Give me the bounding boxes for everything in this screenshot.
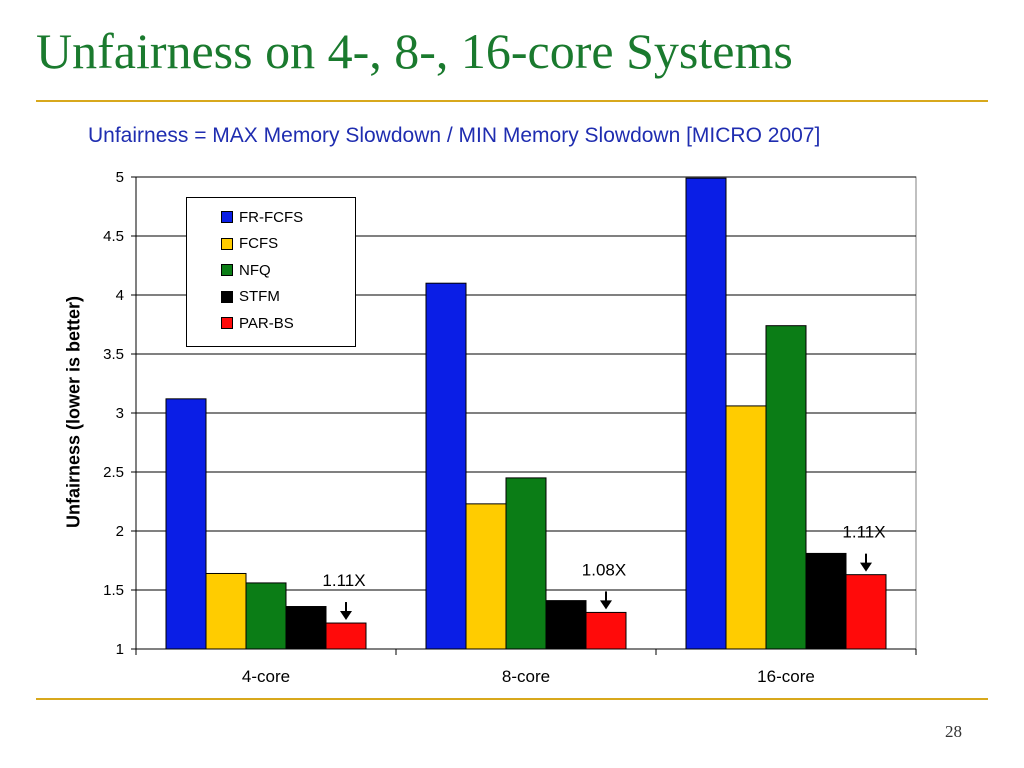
bar <box>325 622 367 650</box>
x-tick-label: 4-core <box>242 667 290 686</box>
x-tick-label: 16-core <box>757 667 815 686</box>
footer-divider <box>36 698 988 700</box>
legend-swatch <box>221 317 233 330</box>
bar <box>545 600 587 650</box>
y-tick-label: 1 <box>116 641 124 658</box>
bar <box>205 572 247 650</box>
annotation-arrowhead <box>600 600 612 610</box>
page-number: 28 <box>945 722 962 741</box>
legend-item: FR-FCFS <box>221 204 355 231</box>
legend-item: FCFS <box>221 231 355 258</box>
legend-label: NFQ <box>239 261 271 279</box>
bar <box>845 574 887 650</box>
annotation-arrowhead <box>860 562 872 572</box>
bar <box>285 606 327 650</box>
title-divider <box>36 100 988 102</box>
legend-label: FCFS <box>239 235 279 253</box>
legend-label: FR-FCFS <box>239 208 304 226</box>
y-tick-label: 2 <box>116 523 124 540</box>
legend-swatch <box>221 264 233 277</box>
legend-item: NFQ <box>221 257 355 284</box>
y-tick-label: 3.5 <box>103 346 124 363</box>
y-tick-label: 4 <box>116 287 124 304</box>
chart-subtitle: Unfairness = MAX Memory Slowdown / MIN M… <box>88 124 821 147</box>
chart-legend: FR-FCFS FCFS NFQ STFM PAR-BS <box>186 197 356 347</box>
bar <box>245 582 287 650</box>
bar <box>585 611 627 650</box>
legend-swatch <box>221 211 233 224</box>
bar <box>505 477 547 650</box>
y-tick-label: 1.5 <box>103 582 124 599</box>
bar <box>425 282 467 650</box>
bar <box>805 552 847 650</box>
legend-item: STFM <box>221 284 355 311</box>
bar <box>165 398 207 650</box>
x-tick-label: 8-core <box>502 667 550 686</box>
y-axis-label: Unfairness (lower is better) <box>63 295 84 529</box>
annotation-label: 1.11X <box>322 571 365 590</box>
legend-item: PAR-BS <box>221 310 355 337</box>
bar <box>725 405 767 650</box>
legend-swatch <box>221 237 233 250</box>
legend-swatch <box>221 290 233 303</box>
slide-title: Unfairness on 4-, 8-, 16-core Systems <box>36 23 793 79</box>
bar <box>765 325 807 650</box>
y-tick-label: 3 <box>116 405 124 422</box>
annotation-arrowhead <box>340 611 352 621</box>
y-tick-label: 5 <box>116 169 124 186</box>
bar <box>465 503 507 650</box>
legend-label: STFM <box>239 288 280 306</box>
y-tick-label: 2.5 <box>103 464 124 481</box>
y-tick-label: 4.5 <box>103 228 124 245</box>
annotation-label: 1.08X <box>582 560 626 579</box>
annotation-label: 1.11X <box>842 523 885 542</box>
legend-label: PAR-BS <box>239 314 294 332</box>
bar <box>685 177 727 650</box>
